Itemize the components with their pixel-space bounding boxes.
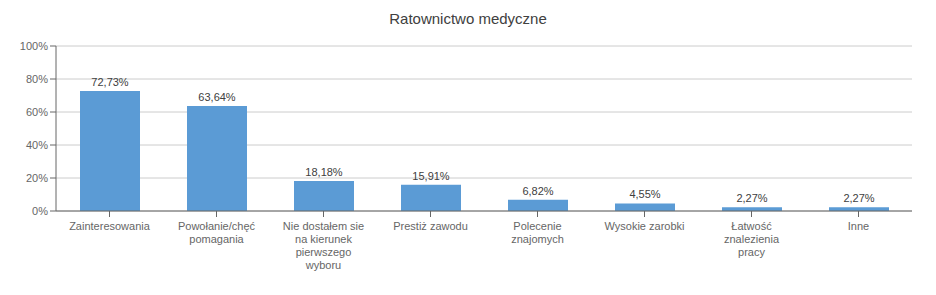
- svg-text:72,73%: 72,73%: [91, 76, 129, 88]
- svg-text:Prestiż zawodu: Prestiż zawodu: [393, 220, 468, 232]
- svg-text:Wysokie zarobki: Wysokie zarobki: [605, 220, 685, 232]
- svg-text:2,27%: 2,27%: [843, 192, 874, 204]
- svg-text:Polecenieznajomych: Polecenieznajomych: [511, 220, 564, 245]
- svg-text:Powołanie/chęćpomagania: Powołanie/chęćpomagania: [178, 220, 256, 245]
- svg-text:80%: 80%: [26, 73, 48, 85]
- svg-text:40%: 40%: [26, 139, 48, 151]
- svg-text:Łatwośćznalezieniapracy: Łatwośćznalezieniapracy: [724, 220, 780, 258]
- svg-text:63,64%: 63,64%: [198, 91, 236, 103]
- svg-text:18,18%: 18,18%: [305, 166, 343, 178]
- svg-text:60%: 60%: [26, 106, 48, 118]
- svg-text:15,91%: 15,91%: [412, 170, 450, 182]
- svg-text:0%: 0%: [32, 205, 48, 217]
- svg-text:Zainteresowania: Zainteresowania: [69, 220, 151, 232]
- svg-text:6,82%: 6,82%: [522, 185, 553, 197]
- svg-text:2,27%: 2,27%: [736, 192, 767, 204]
- svg-text:Inne: Inne: [848, 220, 869, 232]
- svg-text:100%: 100%: [20, 40, 48, 52]
- svg-text:4,55%: 4,55%: [629, 188, 660, 200]
- svg-text:Nie dostałem siena kierunekpie: Nie dostałem siena kierunekpierwszegowyb…: [283, 220, 364, 271]
- html-text:Ratownictwo medyczne: Ratownictwo medyczne: [389, 10, 547, 27]
- svg-text:20%: 20%: [26, 172, 48, 184]
